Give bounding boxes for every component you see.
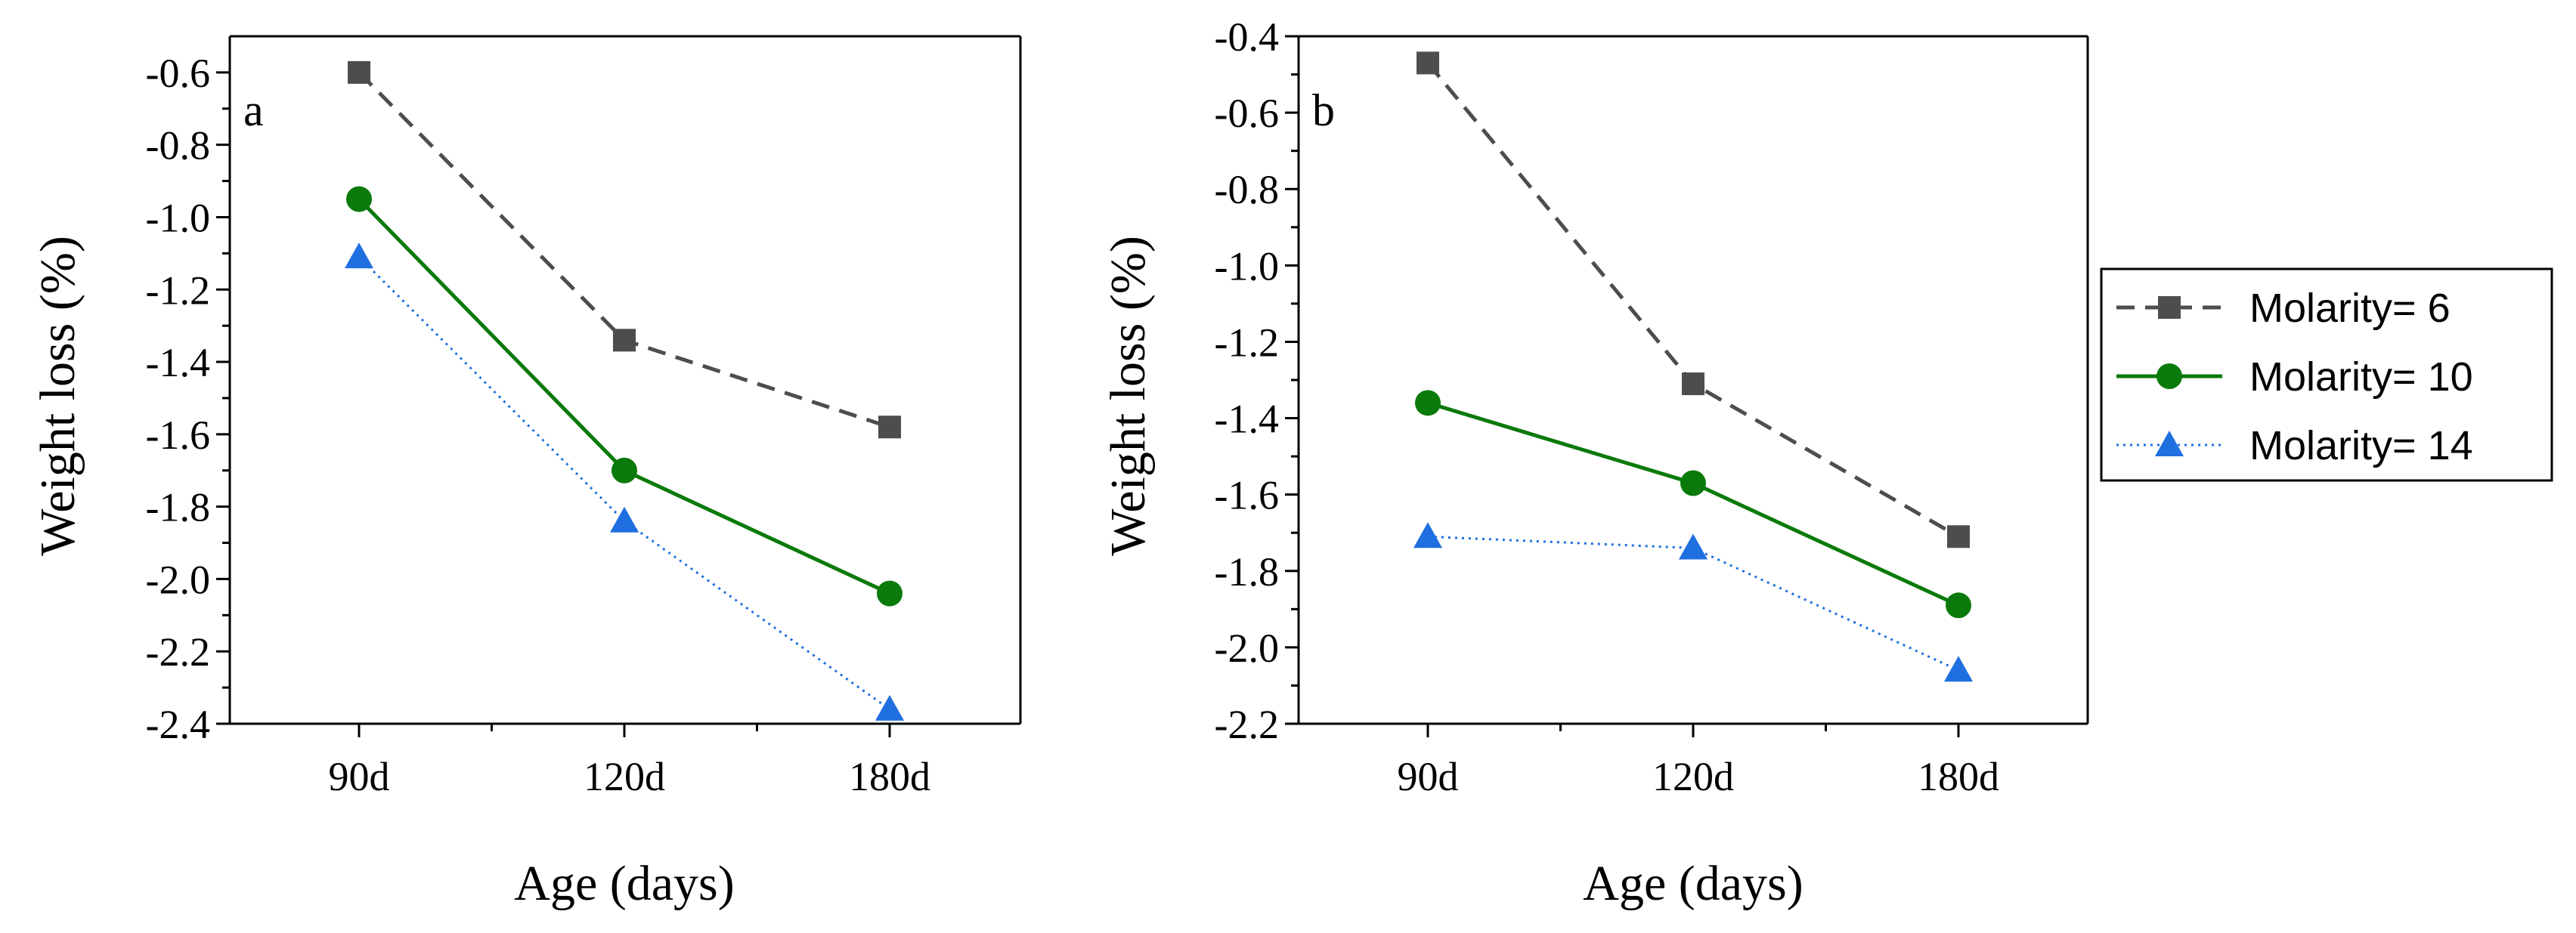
panel-b-series-2-point	[1944, 656, 1973, 682]
panel-a-series-0-point	[348, 60, 370, 84]
panel-a-y-tick-label: -1.4	[146, 340, 210, 385]
panel-a-y-tick-label: -1.8	[146, 485, 210, 530]
panel-a-series-1-point	[346, 186, 372, 212]
panel-a-x-tick-label: 180d	[849, 754, 930, 799]
panel-b-series-1-point	[1680, 470, 1706, 496]
panel-b-x-tick-label: 90d	[1398, 754, 1459, 799]
legend-marker-0	[2158, 296, 2181, 319]
panel-a-y-tick-label: -1.0	[146, 195, 210, 240]
panel-b-y-tick-label: -0.8	[1215, 167, 1279, 212]
panel-b-y-tick-label: -0.4	[1215, 14, 1279, 60]
panel-b-y-tick-label: -1.4	[1215, 397, 1279, 442]
panel-a-y-tick-label: -2.4	[146, 702, 210, 747]
panel-b-x-axis-title: Age (days)	[1583, 856, 1803, 911]
panel-a-series-0-point	[613, 329, 636, 352]
panel-b-y-tick-label: -1.8	[1215, 549, 1279, 595]
legend-label-1: Molarity= 10	[2249, 354, 2473, 400]
legend-marker-1	[2156, 363, 2182, 389]
legend: Molarity= 6 Molarity= 10 Molarity= 14	[2100, 267, 2553, 482]
panel-a-x-tick-label: 120d	[584, 754, 665, 799]
panel-a-series-2-point	[875, 694, 904, 721]
panel-a-y-tick-label: -2.0	[146, 557, 210, 602]
panel-b-y-tick-label: -0.6	[1215, 91, 1279, 136]
panel-a-series-2-point	[610, 506, 639, 533]
panel-a-y-tick-label: -0.6	[146, 51, 210, 96]
panel-a-y-tick-label: -1.6	[146, 412, 210, 458]
panel-a-x-tick-label: 90d	[329, 754, 390, 799]
panel-b-plot-area: -2.2 -2.0 -1.8 -1.6 -1.4 -1.2 -1.0 -0.8 -0.6 -0.4…	[1215, 14, 2089, 799]
panel-b-x-tick-label: 120d	[1652, 754, 1734, 799]
panel-a-y-tick-label: -1.2	[146, 267, 210, 313]
panel-a-plot-area: -2.4 -2.2 -2.0 -1.8 -1.6 -1.4 -1.2 -1.0 -0.8 -0.6…	[146, 35, 1022, 799]
panel-b-y-tick-label: -2.0	[1215, 626, 1279, 671]
panel-a-y-tick-label: -2.2	[146, 629, 210, 675]
panel-b-series-0-point	[1682, 372, 1704, 396]
legend-label-2: Molarity= 14	[2249, 423, 2473, 468]
panel-b-series-1-point	[1415, 390, 1441, 416]
panel-a-series-line-0	[358, 71, 890, 429]
panel-b-series-2-point	[1679, 533, 1708, 560]
panel-a-y-tick-label: -0.8	[146, 123, 210, 168]
panel-b-y-tick-label: -1.2	[1215, 320, 1279, 365]
panel-a-series-2-point	[345, 243, 373, 269]
panel-b-series-line-1	[1427, 400, 1960, 607]
chart-panel-b: -2.2 -2.0 -1.8 -1.6 -1.4 -1.2 -1.0 -0.8 -0.6 -0.4…	[1101, 14, 2089, 911]
chart-panel-a: -2.4 -2.2 -2.0 -1.8 -1.6 -1.4 -1.2 -1.0 -0.8 -0.6…	[30, 35, 1022, 911]
panel-b-x-tick-label: 180d	[1918, 754, 1999, 799]
panel-a-series-1-point	[611, 457, 637, 483]
panel-b-series-2-point	[1413, 522, 1442, 548]
panel-a-series-line-1	[358, 197, 891, 595]
panel-a-x-axis-title: Age (days)	[514, 856, 734, 911]
panel-b-series-1-point	[1946, 592, 1971, 619]
panel-a-y-axis-title: Weight loss (%)	[30, 236, 85, 556]
legend-marker-2	[2155, 431, 2184, 456]
panel-b-y-tick-label: -1.6	[1215, 473, 1279, 518]
legend-label-0: Molarity= 6	[2249, 286, 2451, 331]
panel-a-series-1-point	[877, 580, 903, 607]
panel-b-y-tick-label: -2.2	[1215, 702, 1279, 747]
panel-b-y-axis-title: Weight loss (%)	[1101, 236, 1156, 556]
panel-b-label: b	[1312, 85, 1335, 135]
panel-b-y-tick-label: -1.0	[1215, 243, 1279, 289]
panel-b-series-0-point	[1416, 51, 1439, 75]
panel-b-series-line-0	[1426, 61, 1960, 539]
panel-a-label: a	[243, 85, 264, 135]
panel-b-series-0-point	[1947, 525, 1970, 548]
panel-a-series-0-point	[878, 416, 901, 439]
